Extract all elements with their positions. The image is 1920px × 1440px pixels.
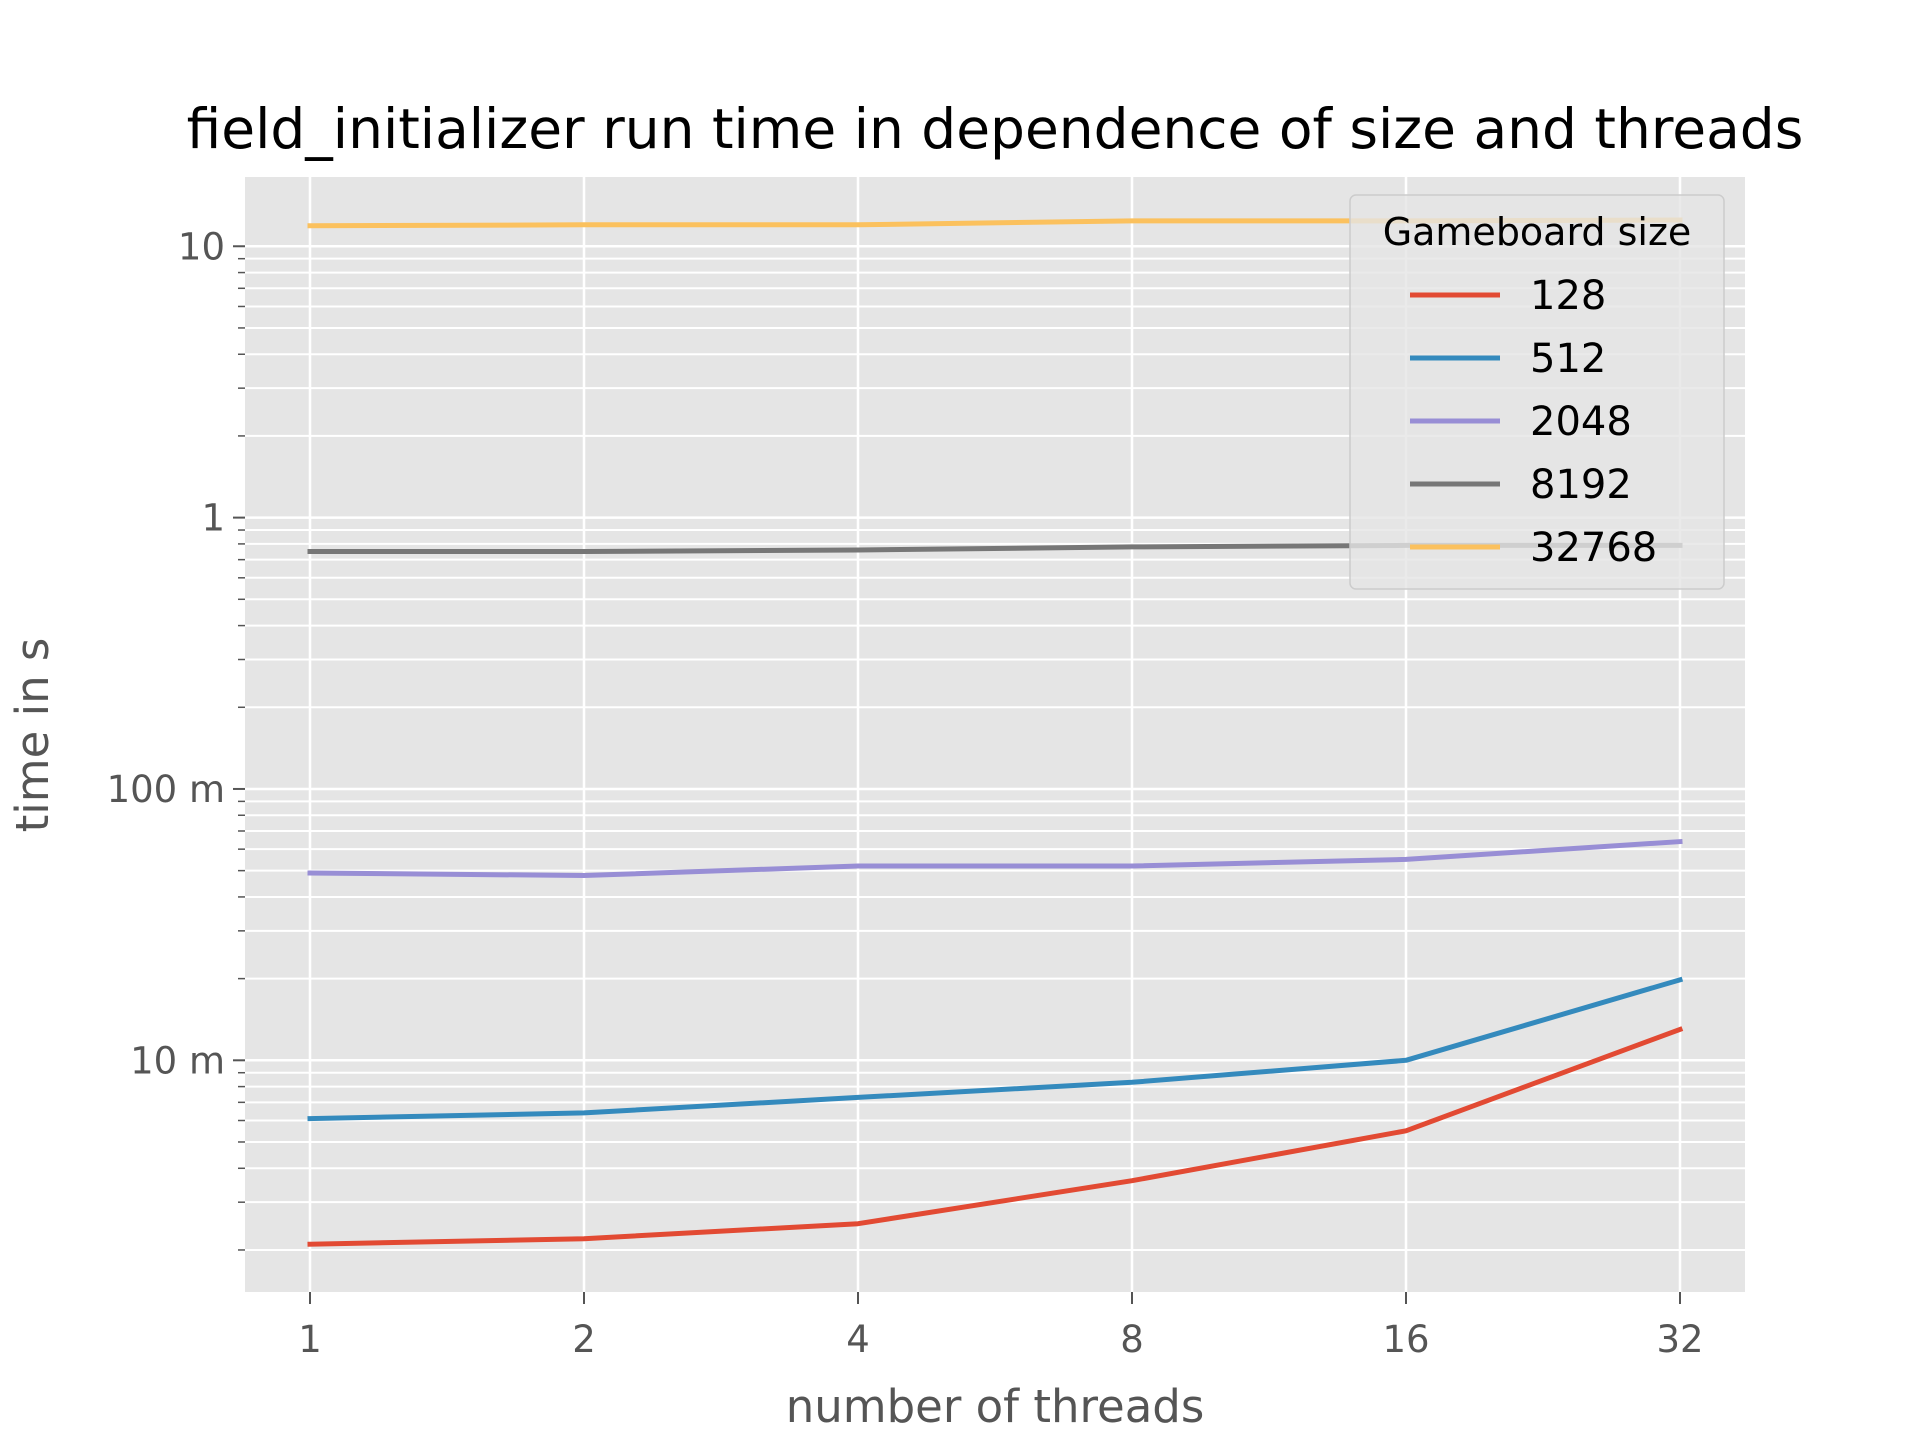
x-tick-label: 32 [1656, 1318, 1703, 1361]
y-tick-label: 10 m [130, 1039, 225, 1082]
legend-label-2048: 2048 [1530, 399, 1632, 445]
series-line-128 [307, 1026, 1684, 1247]
y-tick-label: 1 [201, 497, 225, 540]
legend-title: Gameboard size [1383, 210, 1692, 254]
y-axis: 10 m 100 m 1 10 [107, 225, 245, 1251]
x-axis-label: number of threads [786, 1380, 1205, 1433]
legend-label-512: 512 [1530, 336, 1606, 382]
x-tick-label: 1 [298, 1318, 322, 1361]
x-tick-label: 16 [1382, 1318, 1429, 1361]
chart-title: field_initializer run time in dependence… [187, 97, 1804, 161]
x-tick-label: 2 [572, 1318, 596, 1361]
series-lines [307, 217, 1684, 1247]
y-axis-label: time in s [6, 638, 59, 833]
legend-label-8192: 8192 [1530, 462, 1632, 508]
legend: Gameboard size 128 512 2048 8192 32768 [1349, 194, 1725, 590]
legend-label-128: 128 [1530, 273, 1606, 319]
x-tick-label: 8 [1120, 1318, 1144, 1361]
y-tick-label: 100 m [107, 768, 225, 811]
series-line-512 [307, 976, 1684, 1122]
x-tick-label: 4 [846, 1318, 870, 1361]
x-axis: 1 2 4 8 16 32 [298, 1292, 1704, 1361]
legend-label-32768: 32768 [1530, 525, 1657, 571]
legend-items: 128 512 2048 8192 32768 [1410, 273, 1657, 571]
y-tick-label: 10 [178, 225, 225, 268]
series-line-2048 [307, 838, 1683, 878]
